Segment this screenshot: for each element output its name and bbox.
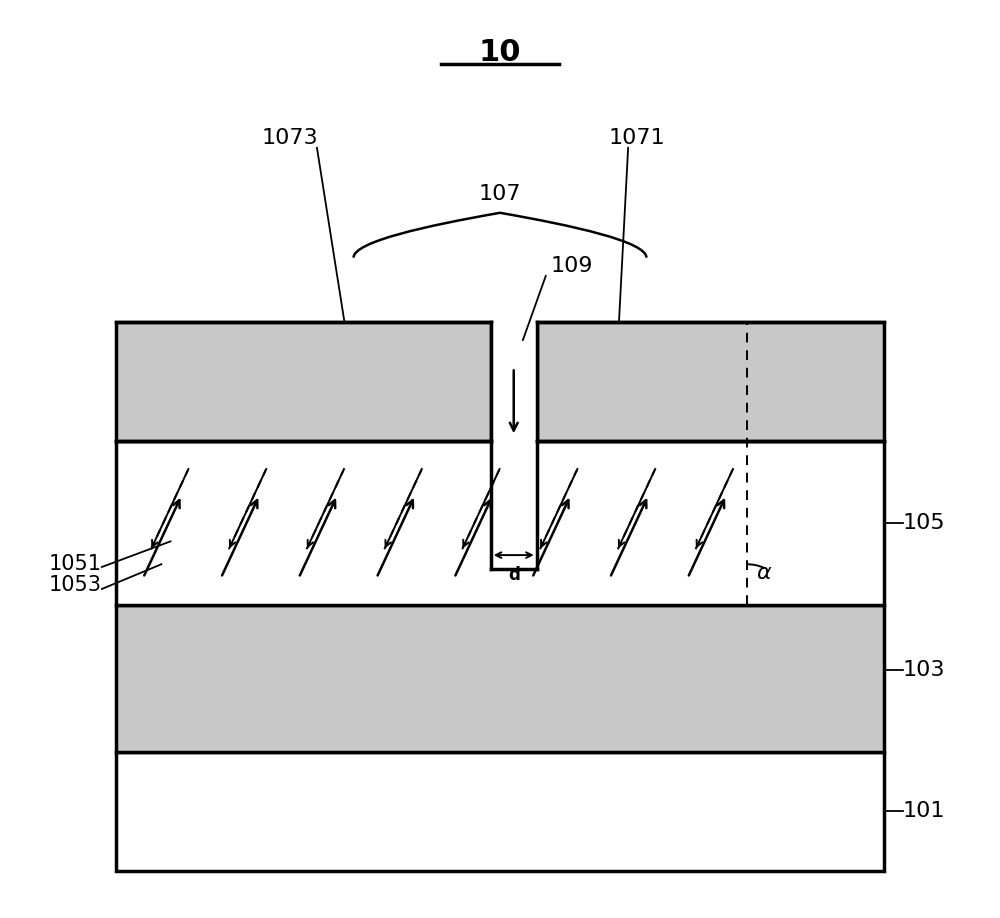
- Text: 1071: 1071: [609, 128, 666, 148]
- Text: 103: 103: [903, 659, 945, 679]
- Bar: [116, 752, 884, 871]
- Text: d: d: [508, 566, 520, 584]
- Text: 1053: 1053: [49, 576, 102, 595]
- Bar: [116, 441, 884, 606]
- Bar: [491, 321, 537, 441]
- Text: 101: 101: [903, 801, 945, 822]
- Bar: [537, 321, 884, 441]
- Bar: [116, 321, 491, 441]
- Text: α: α: [756, 564, 771, 584]
- Text: 107: 107: [479, 184, 521, 204]
- Text: 105: 105: [903, 513, 945, 533]
- Bar: [491, 441, 537, 569]
- Text: 1073: 1073: [261, 128, 318, 148]
- Text: 109: 109: [550, 256, 593, 276]
- Text: 10: 10: [479, 38, 521, 67]
- Text: 1051: 1051: [49, 554, 102, 575]
- Bar: [116, 606, 884, 752]
